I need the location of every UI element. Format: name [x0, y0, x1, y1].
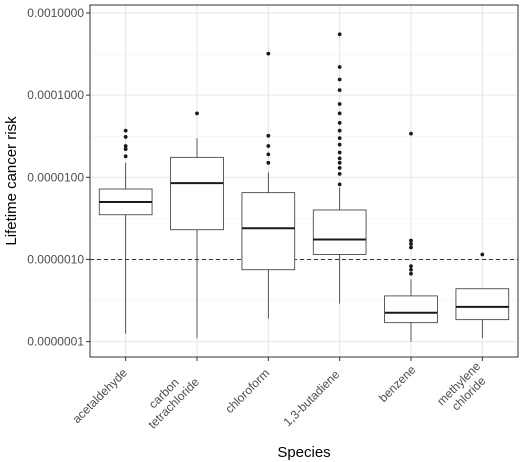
boxplot-series	[98, 32, 510, 342]
outlier-point	[409, 271, 413, 276]
outlier-point	[337, 182, 342, 187]
box-iqr	[455, 288, 510, 321]
box-group	[170, 111, 224, 339]
x-tick-label-line: acetaldehyde	[70, 365, 131, 426]
y-tick-label: 0.0000001	[27, 335, 84, 349]
box-iqr	[312, 209, 367, 255]
x-tick-label: methylenechloride	[434, 359, 493, 418]
x-tick-label: benzene	[376, 362, 419, 405]
panel-border	[89, 4, 519, 358]
outlier-point	[337, 120, 342, 125]
y-axis-title: Lifetime cancer risk	[3, 116, 20, 246]
outlier-point	[409, 267, 413, 272]
box-group	[98, 128, 153, 334]
outlier-point	[337, 111, 342, 116]
y-tick-label: 0.0000010	[27, 252, 84, 266]
outlier-point	[337, 166, 342, 170]
outlier-point	[409, 238, 413, 243]
x-tick-label-line: 1,3-butadiene	[281, 367, 343, 429]
box-group	[312, 32, 367, 304]
outlier-point	[409, 264, 413, 269]
outlier-point	[337, 128, 342, 133]
outlier-point	[123, 128, 128, 133]
outlier-point	[409, 245, 413, 250]
outlier-point	[195, 111, 199, 116]
y-tick-label: 0.0000100	[27, 170, 84, 184]
outlier-point	[266, 160, 271, 165]
outlier-point	[337, 171, 342, 176]
outlier-point	[409, 241, 413, 246]
outlier-point	[337, 136, 342, 140]
outlier-point	[337, 32, 342, 37]
outlier-point	[337, 142, 342, 147]
outlier-point	[123, 135, 128, 139]
box-group	[384, 131, 438, 342]
x-tick-label: 1,3-butadiene	[281, 367, 343, 429]
x-tick-label: chloroform	[222, 366, 272, 416]
y-axis: 0.0000001 0.0000010 0.0000100 0.0001000 0.00…	[27, 6, 90, 349]
outlier-point	[337, 156, 342, 161]
outlier-point	[337, 102, 342, 106]
box-iqr	[241, 192, 296, 271]
box-iqr	[170, 156, 224, 231]
outlier-point	[266, 51, 271, 56]
x-axis: acetaldehyde carbontetrachloride chlorofor…	[70, 357, 493, 432]
y-tick-label: 0.0001000	[27, 88, 84, 102]
box-group	[241, 51, 296, 319]
outlier-point	[480, 252, 485, 257]
outlier-point	[409, 131, 413, 136]
outlier-point	[337, 65, 342, 69]
y-tick-label: 0.0010000	[27, 6, 84, 20]
x-tick-label: acetaldehyde	[70, 365, 131, 426]
outlier-point	[123, 144, 128, 148]
outlier-point	[123, 147, 128, 152]
outlier-point	[266, 144, 271, 148]
outlier-point	[337, 160, 342, 165]
x-tick-label: carbontetrachloride	[135, 365, 202, 432]
outlier-point	[337, 77, 342, 82]
x-axis-title: Species	[277, 444, 330, 461]
outlier-point	[337, 88, 342, 93]
outlier-point	[266, 133, 271, 138]
box-group	[455, 252, 510, 339]
x-tick-label-line: chloroform	[222, 366, 272, 416]
outlier-point	[266, 152, 271, 157]
outlier-point	[337, 150, 342, 155]
panel-background	[90, 5, 518, 357]
outlier-point	[123, 154, 128, 159]
box-iqr	[384, 295, 438, 324]
x-tick-label-line: benzene	[376, 362, 419, 405]
